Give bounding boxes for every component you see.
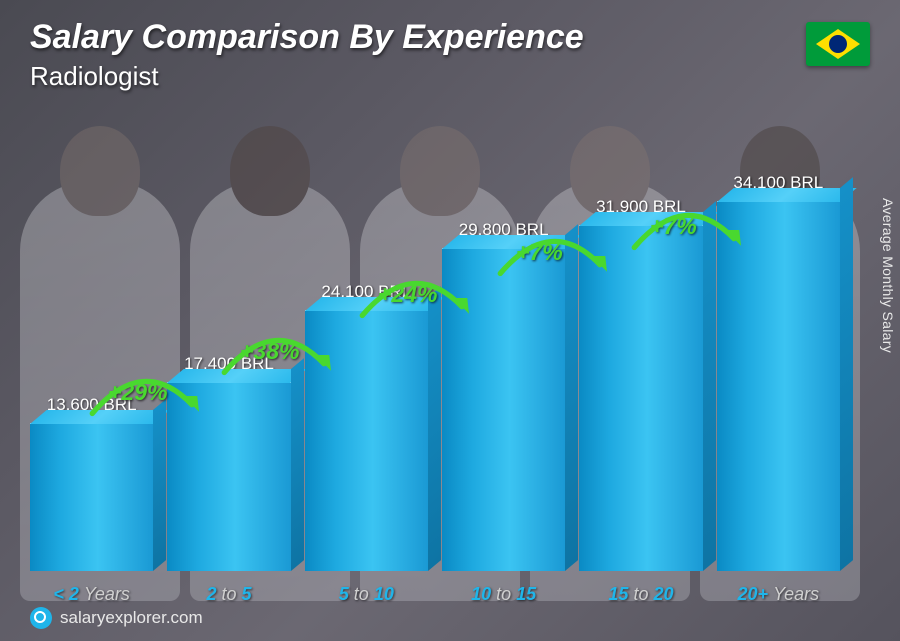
- x-axis-label: 10 to 15: [471, 584, 536, 605]
- bar-wrap: 29,800 BRL10 to 15: [442, 220, 565, 571]
- bar-wrap: 31,900 BRL15 to 20: [579, 197, 702, 571]
- x-axis-label: 15 to 20: [608, 584, 673, 605]
- header: Salary Comparison By Experience Radiolog…: [30, 18, 870, 92]
- footer: salaryexplorer.com: [30, 607, 203, 629]
- x-axis-label: < 2 Years: [53, 584, 130, 605]
- bar: [717, 201, 840, 571]
- growth-label: +29%: [108, 379, 167, 406]
- bar: [305, 310, 428, 571]
- bar: [167, 382, 290, 571]
- growth-label: +7%: [516, 239, 563, 266]
- x-axis-label: 20+ Years: [738, 584, 820, 605]
- site-logo-icon: [30, 607, 52, 629]
- y-axis-label: Average Monthly Salary: [880, 198, 896, 353]
- bar-wrap: 13,600 BRL< 2 Years: [30, 395, 153, 571]
- footer-text: salaryexplorer.com: [60, 608, 203, 628]
- growth-label: +38%: [240, 338, 299, 365]
- page-subtitle: Radiologist: [30, 61, 870, 92]
- growth-label: +7%: [650, 213, 697, 240]
- bar: [30, 423, 153, 571]
- bar: [579, 225, 702, 571]
- x-axis-label: 5 to 10: [339, 584, 394, 605]
- bar: [442, 248, 565, 571]
- country-flag-brazil: [806, 22, 870, 66]
- page-title: Salary Comparison By Experience: [30, 18, 870, 57]
- growth-label: +24%: [378, 281, 437, 308]
- salary-bar-chart: 13,600 BRL< 2 Years17,400 BRL2 to 5+29% 2…: [30, 131, 840, 571]
- bar-wrap: 34,100 BRL20+ Years: [717, 173, 840, 571]
- bar-wrap: 24,100 BRL5 to 10: [305, 282, 428, 571]
- bar-wrap: 17,400 BRL2 to 5: [167, 354, 290, 571]
- x-axis-label: 2 to 5: [206, 584, 251, 605]
